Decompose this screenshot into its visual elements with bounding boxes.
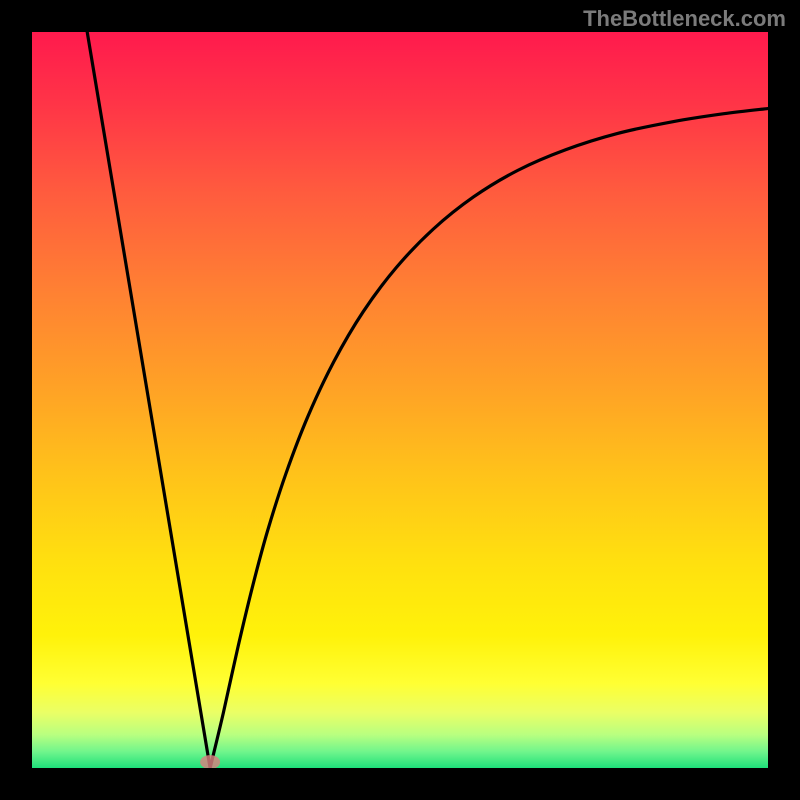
watermark-text: TheBottleneck.com	[583, 6, 786, 32]
gradient-background	[32, 32, 768, 768]
figure-root: TheBottleneck.com	[0, 0, 800, 800]
bottleneck-chart	[32, 32, 768, 768]
